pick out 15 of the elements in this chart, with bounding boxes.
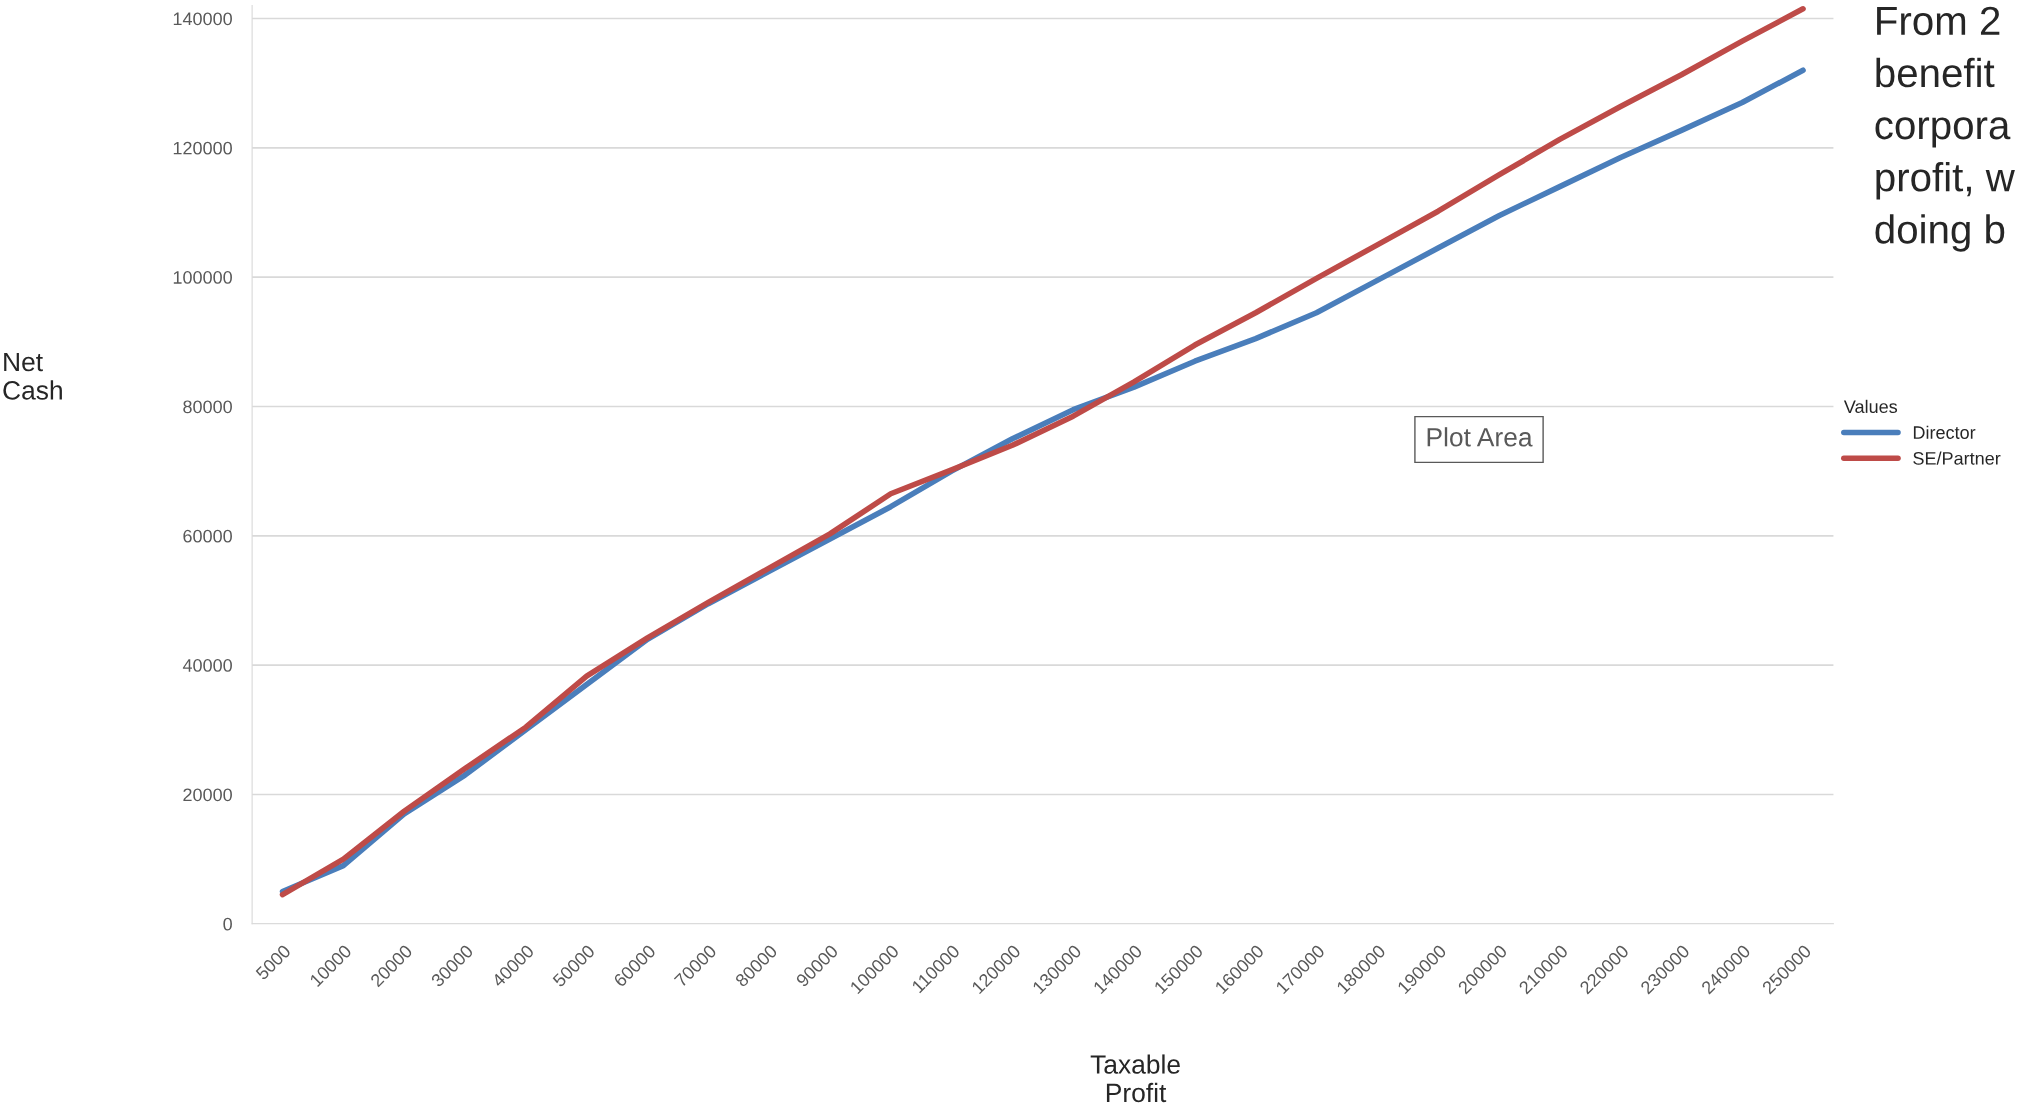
annotation: Plot Area	[1427, 427, 1533, 447]
y-tick-label: 60000	[183, 529, 232, 543]
legend-title: Values	[1843, 399, 1898, 414]
y-tick-label: 40000	[182, 659, 232, 672]
x-axis-title: Taxable Profit	[1090, 1054, 1180, 1103]
legend-label: Director	[1913, 425, 1976, 439]
y-tick-label: 20000	[183, 788, 232, 802]
y-tick-label: 140000	[173, 12, 232, 26]
y-axis-title: Net Cash	[3, 352, 62, 400]
y-tick-label: 120000	[173, 141, 232, 155]
legend-label: SE/Partner	[1913, 451, 2001, 465]
text: From 2 benefit corpora profit, w doing b	[1875, 6, 2015, 252]
y-tick-label: 100000	[173, 271, 232, 284]
y-tick-label: 80000	[183, 400, 232, 414]
y-tick-label: 0	[223, 917, 232, 931]
